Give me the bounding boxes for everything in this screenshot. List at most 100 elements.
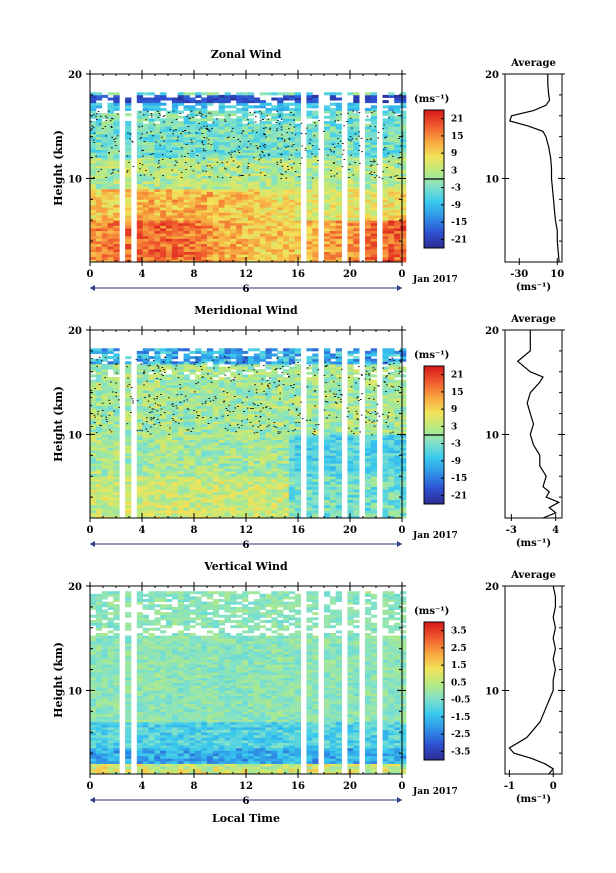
heatmap-cell — [329, 110, 337, 114]
heatmap-cell — [171, 444, 179, 448]
heatmap-cell — [95, 455, 103, 459]
heatmap-cell — [148, 374, 155, 378]
heatmap-cell — [382, 225, 389, 229]
heatmap-cell — [195, 209, 202, 213]
heatmap-cell — [364, 246, 372, 250]
heatmap-cell — [107, 450, 114, 454]
heatmap-cell — [207, 374, 214, 378]
heatmap-cell — [247, 196, 255, 200]
heatmap-cell — [382, 201, 389, 205]
heatmap-cell — [294, 199, 301, 203]
heatmap-cell — [224, 168, 231, 172]
contour-mark — [180, 133, 182, 134]
heatmap-cell — [107, 444, 114, 448]
heatmap-cell — [177, 429, 184, 433]
contour-mark — [315, 125, 317, 127]
contour-mark — [159, 114, 161, 116]
heatmap-cell — [347, 246, 354, 250]
heatmap-cell — [125, 499, 132, 503]
heatmap-cell — [400, 123, 407, 127]
contour-mark — [172, 110, 175, 112]
heatmap-cell — [136, 97, 144, 101]
heatmap-cell — [189, 390, 196, 394]
heatmap-cell — [212, 504, 220, 508]
heatmap-cell — [329, 188, 337, 192]
heatmap-cell — [142, 168, 149, 172]
heatmap-cell — [107, 424, 114, 428]
heatmap-cell — [259, 254, 266, 258]
heatmap-cell — [160, 384, 167, 388]
heatmap-cell — [136, 484, 144, 488]
heatmap-cell — [183, 212, 190, 216]
heatmap-cell — [107, 457, 114, 461]
heatmap-cell — [306, 256, 313, 260]
heatmap-cell — [294, 209, 301, 213]
heatmap-cell — [212, 186, 220, 190]
heatmap-cell — [347, 225, 354, 229]
heatmap-cell — [148, 152, 155, 156]
heatmap-cell — [195, 162, 202, 166]
heatmap-cell — [353, 115, 360, 119]
contour-mark — [221, 162, 224, 164]
heatmap-cell — [329, 144, 337, 148]
heatmap-cell — [136, 256, 144, 260]
heatmap-cell — [201, 259, 208, 263]
heatmap-cell — [101, 144, 108, 148]
heatmap-cell — [154, 356, 161, 360]
heatmap-cell — [207, 123, 214, 127]
heatmap-cell — [160, 366, 167, 370]
heatmap-cell — [207, 497, 214, 501]
heatmap-cell — [306, 259, 313, 263]
heatmap-cell — [113, 256, 120, 260]
heatmap-cell — [125, 387, 132, 391]
heatmap-cell — [212, 230, 220, 234]
heatmap-cell — [95, 468, 103, 472]
heatmap-cell — [253, 97, 261, 101]
heatmap-cell — [400, 217, 407, 221]
heatmap-cell — [183, 434, 190, 438]
heatmap-cell — [166, 390, 173, 394]
heatmap-cell — [113, 215, 120, 219]
heatmap-cell — [148, 382, 155, 386]
contour-mark — [202, 148, 205, 150]
heatmap-cell — [142, 413, 149, 417]
heatmap-cell — [400, 110, 407, 114]
heatmap-cell — [154, 444, 161, 448]
heatmap-cell — [183, 128, 190, 132]
contour-mark — [161, 154, 164, 156]
heatmap-cell — [90, 183, 97, 187]
heatmap-cell — [136, 369, 144, 373]
heatmap-cell — [177, 348, 184, 352]
heatmap-cell — [324, 154, 331, 158]
heatmap-cell — [306, 188, 313, 192]
heatmap-cell — [154, 491, 161, 495]
heatmap-cell — [207, 371, 214, 375]
heatmap-cell — [148, 403, 155, 407]
heatmap-cell — [212, 160, 220, 164]
heatmap-cell — [242, 212, 249, 216]
heatmap-cell — [324, 157, 331, 161]
heatmap-cell — [142, 215, 149, 219]
heatmap-cell — [148, 431, 155, 435]
heatmap-cell — [271, 141, 278, 145]
heatmap-cell — [259, 152, 266, 156]
heatmap-cell — [370, 173, 378, 177]
heatmap-cell — [189, 442, 196, 446]
heatmap-cell — [113, 251, 120, 255]
heatmap-cell — [148, 410, 155, 414]
heatmap-cell — [90, 348, 97, 352]
heatmap-cell — [347, 92, 354, 96]
heatmap-cell — [259, 126, 266, 130]
heatmap-cell — [113, 481, 120, 485]
heatmap-cell — [207, 235, 214, 239]
heatmap-cell — [324, 168, 331, 172]
heatmap-cell — [218, 141, 225, 145]
contour-mark — [266, 115, 269, 117]
heatmap-cell — [230, 123, 237, 127]
heatmap-cell — [177, 251, 184, 255]
heatmap-cell — [218, 201, 225, 205]
heatmap-cell — [218, 439, 225, 443]
heatmap-cell — [177, 220, 184, 224]
heatmap-cell — [183, 403, 190, 407]
heatmap-cell — [195, 421, 202, 425]
